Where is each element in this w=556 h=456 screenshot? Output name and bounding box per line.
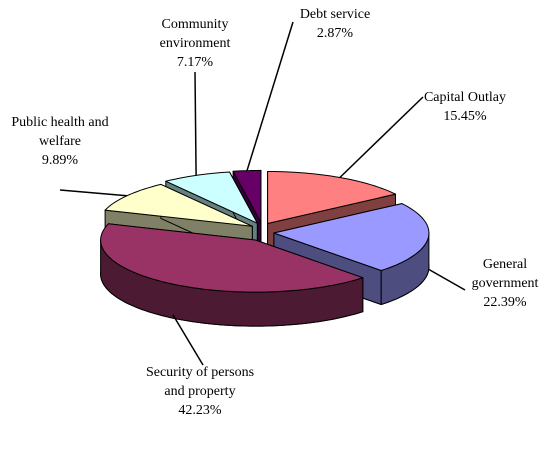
leader-line — [246, 21, 294, 171]
category-name: General government — [471, 257, 539, 291]
slice — [273, 203, 430, 271]
value-label: 9.89% — [41, 153, 79, 168]
leader-line — [59, 189, 128, 197]
category-name: Public health and welfare — [11, 115, 109, 149]
value-label: 22.39% — [483, 295, 527, 310]
slice-label: Capital Outlay 15.45% — [410, 88, 520, 126]
leader-line — [339, 96, 424, 179]
value-label: 2.87% — [316, 26, 354, 41]
slice-label: Debt service 2.87% — [280, 5, 390, 43]
leader-line — [172, 314, 204, 366]
category-name: Community environment — [159, 17, 231, 51]
slice — [165, 171, 258, 224]
slice-label: Community environment 7.17% — [140, 15, 250, 72]
value-label: 42.23% — [178, 403, 222, 418]
category-name: Security of persons and property — [145, 365, 255, 399]
leader-line — [194, 71, 197, 176]
slice — [100, 223, 364, 293]
value-label: 15.45% — [443, 109, 487, 124]
slice-label: Security of persons and property 42.23% — [140, 363, 260, 420]
leader-line — [427, 268, 466, 291]
category-name: Capital Outlay — [423, 90, 507, 105]
category-name: Debt service — [299, 7, 371, 22]
value-label: 7.17% — [176, 55, 214, 70]
slice-label: Public health and welfare 9.89% — [5, 113, 115, 170]
slice-label: General government 22.39% — [450, 255, 556, 312]
